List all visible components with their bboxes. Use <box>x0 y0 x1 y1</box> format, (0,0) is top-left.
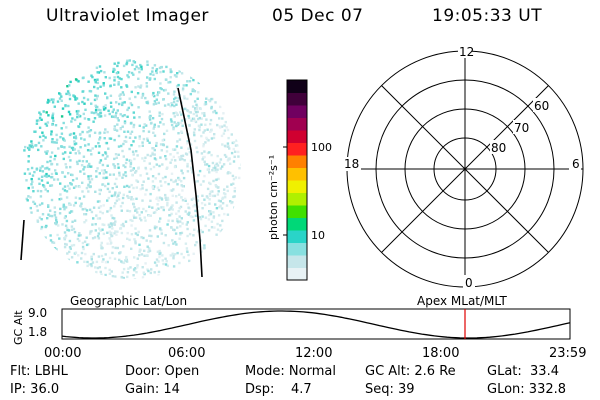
gc-alt-readout: GC Alt: 2.6 Re <box>365 364 456 379</box>
colorbar-tick-100: 100 <box>311 141 332 154</box>
lat-label-80: 80 <box>491 141 506 155</box>
y-axis-label: GC Alt <box>12 310 25 345</box>
limb-line <box>20 219 25 261</box>
colorbar-gradient <box>287 80 307 281</box>
orbit-altitude-curve <box>61 310 571 339</box>
dsp-readout: Dsp: 4.7 <box>245 382 312 397</box>
colorbar-cell <box>287 242 307 256</box>
colorbar-cell <box>287 117 307 131</box>
observation-time: 19:05:33 UT <box>432 6 543 26</box>
filter-readout: Flt: LBHL <box>10 364 68 379</box>
colorbar-cell <box>287 180 307 193</box>
hour-label-18: 18 <box>344 157 359 171</box>
x-tick-2359: 23:59 <box>549 346 587 361</box>
geographic-lat-lon-label: Geographic Lat/Lon <box>70 294 188 308</box>
colorbar-tick-10: 10 <box>311 229 325 242</box>
colorbar-cell <box>287 192 307 206</box>
colorbar-cell <box>287 205 307 218</box>
colorbar-cell <box>287 92 307 106</box>
colorbar-cell <box>287 80 307 93</box>
seq-readout: Seq: 39 <box>365 382 415 397</box>
glat-readout: GLat: 33.4 <box>487 364 559 379</box>
colorbar-cell <box>287 255 307 268</box>
x-tick-1800: 18:00 <box>422 346 460 361</box>
colorbar-unit-label: photon cm⁻²s⁻¹ <box>267 155 280 240</box>
orbit-plot-frame <box>61 308 571 340</box>
hour-label-6: 6 <box>572 157 580 171</box>
x-tick-0000: 00:00 <box>44 346 82 361</box>
colorbar-cell <box>287 167 307 181</box>
lat-label-60: 60 <box>534 99 549 113</box>
ip-readout: IP: 36.0 <box>10 382 60 397</box>
apex-mlat-mlt-label: Apex MLat/MLT <box>417 294 507 308</box>
colorbar: 100 10 photon cm⁻²s⁻¹ <box>267 79 332 281</box>
colorbar-cell <box>287 142 307 156</box>
instrument-title: Ultraviolet Imager <box>46 6 209 26</box>
x-tick-0600: 06:00 <box>168 346 206 361</box>
door-readout: Door: Open <box>125 364 200 379</box>
y-tick-1.8: 1.8 <box>28 325 47 339</box>
colorbar-cell <box>287 105 307 118</box>
colorbar-cell <box>287 155 307 168</box>
orbit-altitude-plot: GC Alt 9.0 1.8 <box>12 306 571 345</box>
colorbar-cell <box>287 130 307 143</box>
glon-readout: GLon: 332.8 <box>487 382 567 397</box>
polar-mlat-mlt-plot: 12 18 6 0 60 70 80 <box>343 45 584 290</box>
gain-readout: Gain: 14 <box>125 382 180 397</box>
diagonal-2 <box>381 85 549 253</box>
colorbar-cell <box>287 230 307 243</box>
x-tick-1200: 12:00 <box>295 346 333 361</box>
colorbar-cell <box>287 217 307 231</box>
colorbar-cell <box>287 267 307 281</box>
lat-label-70: 70 <box>514 121 529 135</box>
observation-date: 05 Dec 07 <box>272 6 364 26</box>
y-tick-9: 9.0 <box>28 306 47 320</box>
hour-label-0: 0 <box>465 276 473 290</box>
terminator-line <box>177 87 203 278</box>
mode-readout: Mode: Normal <box>245 364 336 379</box>
uv-emission-pixels <box>23 59 241 279</box>
hour-label-12: 12 <box>459 45 474 59</box>
uv-image-globe <box>20 59 241 279</box>
